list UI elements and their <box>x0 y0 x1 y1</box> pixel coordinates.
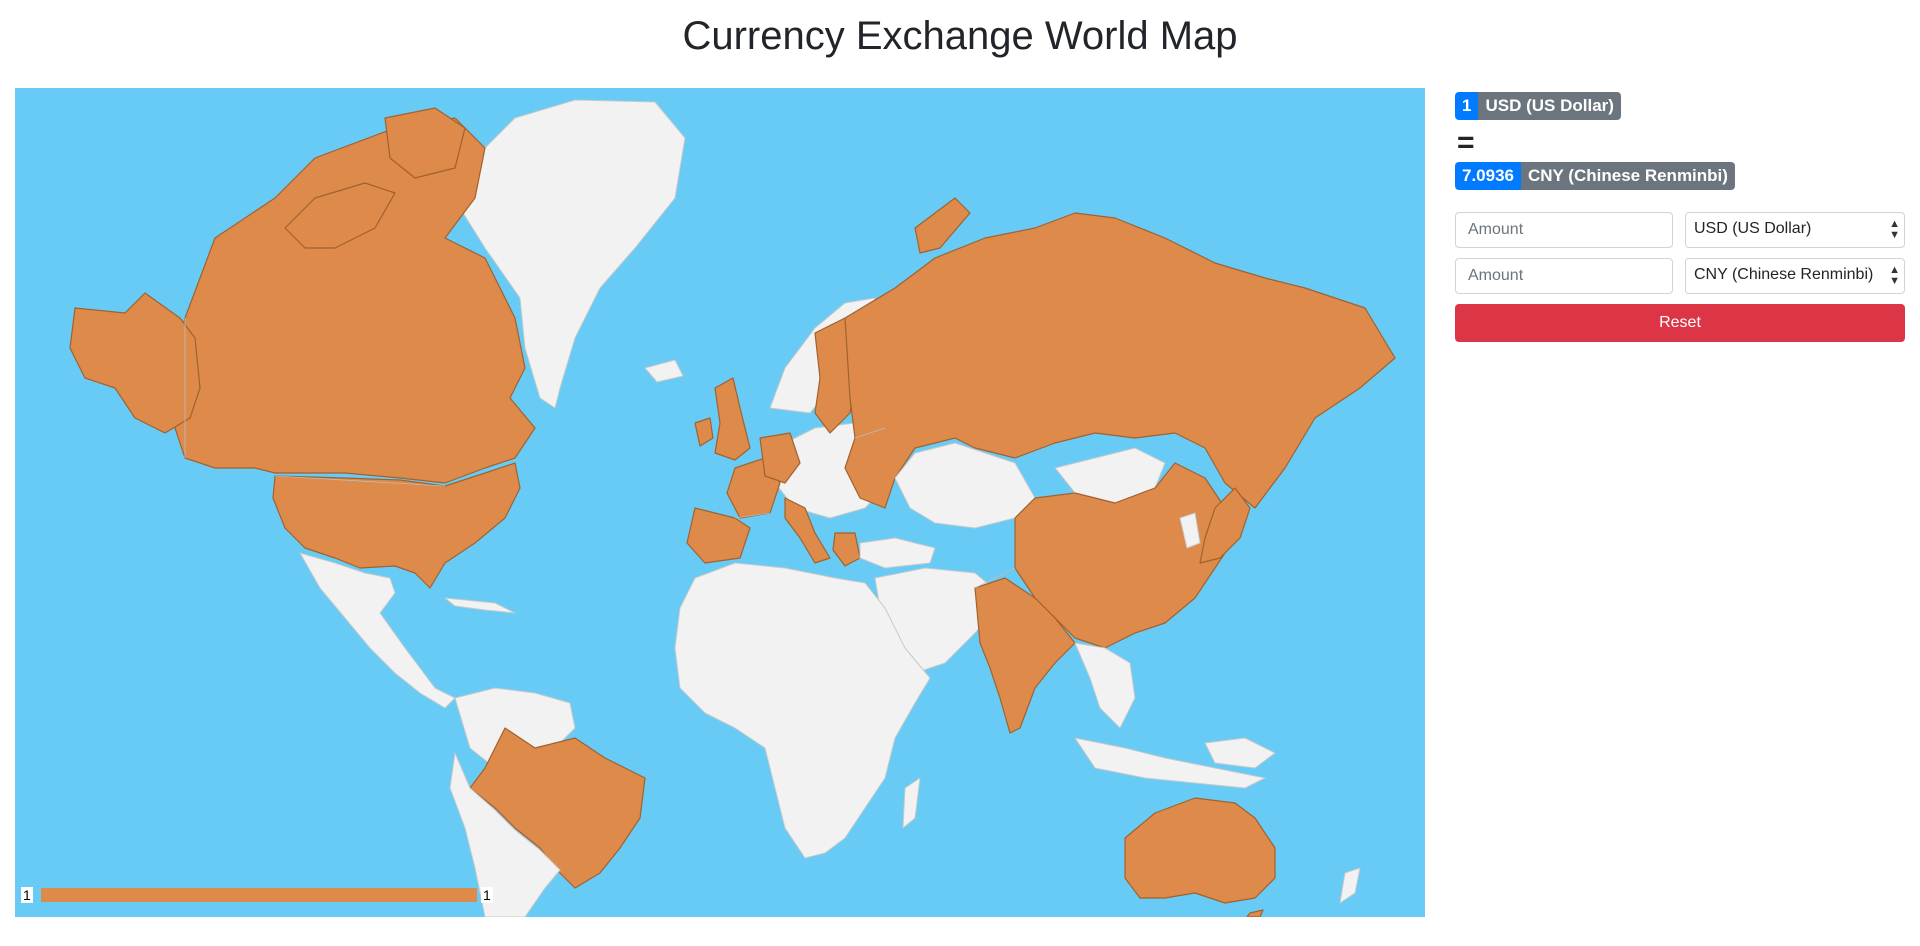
from-currency-badge: USD (US Dollar) <box>1478 92 1621 120</box>
australia[interactable] <box>1124 797 1276 904</box>
tasmania[interactable] <box>1246 909 1264 917</box>
form-row-1: USD (US Dollar) ▲▼ <box>1455 212 1905 248</box>
cuba[interactable] <box>444 597 516 614</box>
new-guinea[interactable] <box>1204 737 1276 769</box>
greece[interactable] <box>832 532 861 567</box>
india[interactable] <box>974 577 1076 734</box>
greenland[interactable] <box>459 99 686 409</box>
country-borders <box>184 318 1076 589</box>
to-rate-row: 7.0936 CNY (Chinese Renminbi) <box>1455 162 1905 190</box>
amount-input-2[interactable] <box>1455 258 1673 294</box>
to-amount-badge: 7.0936 <box>1455 162 1521 190</box>
novaya-zemlya[interactable] <box>914 197 971 254</box>
conversion-panel: 1 USD (US Dollar) = 7.0936 CNY (Chinese Re… <box>1455 92 1905 342</box>
japan[interactable] <box>1199 487 1251 564</box>
form-row-2: CNY (Chinese Renminbi) ▲▼ <box>1455 258 1905 294</box>
from-rate-row: 1 USD (US Dollar) <box>1455 92 1905 120</box>
madagascar[interactable] <box>902 777 921 829</box>
turkey[interactable] <box>859 537 936 569</box>
ireland[interactable] <box>694 417 714 447</box>
africa[interactable] <box>674 562 931 859</box>
page-title: Currency Exchange World Map <box>682 14 1238 58</box>
legend-max-label: 1 <box>481 887 493 903</box>
world-map-svg[interactable] <box>15 88 1425 917</box>
germany-benelux[interactable] <box>759 432 801 484</box>
indonesia[interactable] <box>1074 737 1266 789</box>
select-arrows-icon: ▲ ▼ <box>1889 218 1900 241</box>
alaska[interactable] <box>69 292 201 434</box>
reset-button[interactable]: Reset <box>1455 304 1905 342</box>
world-map[interactable]: 1 1 <box>15 88 1425 917</box>
legend-color-bar <box>41 888 477 902</box>
iceland[interactable] <box>644 359 684 383</box>
united-kingdom[interactable] <box>714 377 751 461</box>
brazil[interactable] <box>469 727 646 889</box>
korea[interactable] <box>1179 512 1201 549</box>
southeast-asia[interactable] <box>1074 642 1136 729</box>
currency-select-2[interactable]: CNY (Chinese Renminbi) ▲ ▼ <box>1685 258 1905 294</box>
canada-arctic-islands-2[interactable] <box>384 107 466 179</box>
currency-select-1-value: USD (US Dollar) <box>1694 220 1812 237</box>
from-amount-badge: 1 <box>1455 92 1479 120</box>
mexico[interactable] <box>299 552 456 709</box>
currency-select-1[interactable]: USD (US Dollar) ▲ ▼ <box>1685 212 1905 248</box>
canada[interactable] <box>164 117 536 484</box>
to-currency-badge: CNY (Chinese Renminbi) <box>1521 162 1735 190</box>
new-zealand[interactable] <box>1339 867 1361 904</box>
southern-south-america[interactable] <box>449 752 561 917</box>
select-arrows-icon: ▲ ▼ <box>1889 264 1900 287</box>
legend-min-label: 1 <box>21 887 33 903</box>
italy[interactable] <box>784 497 831 564</box>
currency-select-2-value: CNY (Chinese Renminbi) <box>1694 266 1874 283</box>
amount-input-1[interactable] <box>1455 212 1673 248</box>
equals-sign: = <box>1457 126 1475 159</box>
canada-arctic-islands[interactable] <box>284 182 396 249</box>
conversion-form: USD (US Dollar) ▲▼ CNY (Chinese Renminbi… <box>1455 212 1905 342</box>
